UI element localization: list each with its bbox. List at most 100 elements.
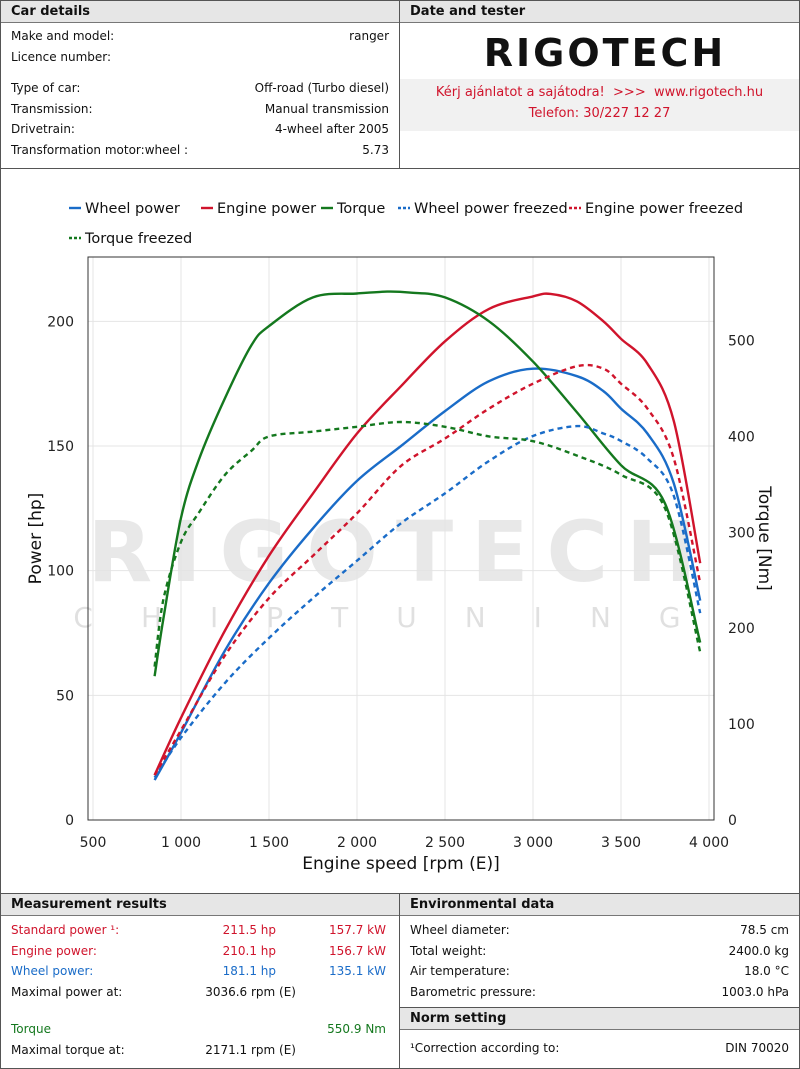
environment-panel: Environmental data Wheel diameter: 78.5 c…: [399, 893, 800, 1008]
measure-label: Engine power:: [11, 943, 97, 958]
car-value: Manual transmission: [264, 101, 389, 116]
car-value: Off-road (Turbo diesel): [254, 81, 389, 95]
rigotech-logo: RIGOTECH: [470, 31, 740, 75]
x-tick-label: 3 000: [513, 835, 553, 851]
y2-tick-label: 500: [728, 334, 755, 350]
y2-axis-label: Torque [Nm]: [754, 485, 774, 591]
env-value: 2400.0 kg: [728, 943, 789, 958]
y-tick-label: 150: [47, 439, 74, 455]
car-label: Drivetrain:: [11, 122, 75, 136]
y2-tick-label: 100: [728, 717, 755, 733]
car-label: Licence number:: [11, 49, 112, 64]
measure-kw: 135.1 kW: [329, 964, 386, 979]
logo-text: RIGOTECH: [484, 31, 726, 71]
y-tick-label: 0: [65, 813, 74, 829]
measure-kw: 157.7 kW: [329, 923, 386, 937]
car-value: 4-wheel after 2005: [274, 122, 389, 136]
car-row-make: Make and model: ranger: [1, 26, 399, 47]
car-details-header: Car details: [1, 1, 399, 23]
x-tick-label: 500: [80, 835, 107, 851]
env-value: 78.5 cm: [740, 923, 789, 937]
car-row-type: Type of car: Off-road (Turbo diesel): [1, 78, 399, 99]
y-tick-label: 100: [47, 564, 74, 580]
env-label: Total weight:: [410, 943, 487, 958]
measure-row-engine: Engine power: 210.1 hp 156.7 kW: [1, 941, 399, 962]
y2-tick-label: 300: [728, 525, 755, 541]
promo-line: Kérj ajánlatot a sajátodra! >>> www.rigo…: [435, 85, 764, 100]
env-label: Wheel diameter:: [410, 923, 510, 937]
env-label: Barometric pressure:: [410, 984, 536, 999]
x-axis-label: Engine speed [rpm (E)]: [302, 854, 499, 874]
measurement-header: Measurement results: [1, 894, 399, 916]
norm-value: DIN 70020: [725, 1041, 789, 1055]
env-row-wheel-diameter: Wheel diameter: 78.5 cm: [400, 920, 799, 941]
legend-label: Wheel power: [85, 201, 180, 217]
promo-band: Kérj ajánlatot a sajátodra! >>> www.rigo…: [400, 79, 799, 131]
measure-kw: 156.7 kW: [329, 943, 386, 958]
measure-row-max-power: Maximal power at: 3036.6 rpm (E): [1, 982, 399, 1003]
car-label: Make and model:: [11, 29, 115, 43]
x-tick-label: 2 000: [337, 835, 377, 851]
measure-hp: 210.1 hp: [222, 943, 276, 958]
measure-row-max-torque: Maximal torque at: 2171.1 rpm (E): [1, 1040, 399, 1061]
series-line-engine-power: [153, 292, 702, 776]
legend-label: Torque freezed: [84, 231, 192, 247]
tester-header: Date and tester: [400, 1, 799, 23]
watermark-text: RIGOTECH: [88, 503, 715, 601]
env-label: Air temperature:: [410, 964, 510, 978]
legend-label: Engine power freezed: [585, 201, 743, 217]
measure-row-torque: Torque 550.9 Nm: [1, 1019, 399, 1040]
series-line-wheel-power: [153, 367, 702, 781]
tester-panel: Date and tester RIGOTECH Kérj ajánlatot …: [399, 0, 800, 169]
x-tick-label: 3 500: [601, 835, 641, 851]
chart-panel: RIGOTECH CHIPTUNING 500 1 000 1 500 2 000 2 50…: [0, 168, 800, 894]
measure-hp: 181.1 hp: [222, 964, 276, 979]
norm-label: ¹Correction according to:: [410, 1041, 560, 1055]
x-tick-label: 1 000: [161, 835, 201, 851]
norm-panel: Norm setting ¹Correction according to: DI…: [399, 1007, 800, 1069]
y2-tick-label: 200: [728, 621, 755, 637]
car-row-ratio: Transformation motor:wheel : 5.73: [1, 140, 399, 161]
series-line-wheel-power-freezed: [153, 424, 702, 779]
x-tick-label: 1 500: [249, 835, 289, 851]
y2-tick-label: 0: [728, 813, 737, 829]
env-row-weight: Total weight: 2400.0 kg: [400, 941, 799, 962]
legend-label: Engine power: [217, 201, 316, 217]
x-tick-label: 4 000: [689, 835, 729, 851]
legend-label: Torque: [336, 201, 385, 217]
norm-header: Norm setting: [400, 1008, 799, 1030]
y-axis-label: Power [hp]: [26, 493, 46, 585]
measure-hp: 211.5 hp: [222, 923, 276, 937]
car-label: Transmission:: [11, 101, 93, 116]
measure-label: Wheel power:: [11, 964, 94, 979]
car-value: ranger: [349, 29, 389, 43]
watermark-subtext: CHIPTUNING: [73, 601, 728, 634]
norm-row: ¹Correction according to: DIN 70020: [400, 1038, 799, 1059]
car-details-panel: Car details Make and model: ranger Licenc…: [0, 0, 400, 169]
torque-value: 550.9 Nm: [327, 1022, 386, 1037]
legend-label: Wheel power freezed: [414, 201, 568, 217]
measure-rpm: 3036.6 rpm (E): [205, 984, 296, 999]
max-torque-label: Maximal torque at:: [11, 1042, 125, 1057]
plot-frame: [87, 256, 715, 821]
torque-label: Torque: [11, 1022, 51, 1037]
measure-label: Standard power ¹:: [11, 923, 120, 937]
measure-row-standard: Standard power ¹: 211.5 hp 157.7 kW: [1, 920, 399, 941]
phone-line: Telefon: 30/227 12 27: [528, 106, 671, 121]
car-label: Transformation motor:wheel :: [11, 142, 189, 157]
car-row-drivetrain: Drivetrain: 4-wheel after 2005: [1, 119, 399, 140]
car-row-licence: Licence number:: [1, 47, 399, 68]
measurement-panel: Measurement results Standard power ¹: 211…: [0, 893, 400, 1069]
car-value: 5.73: [362, 142, 389, 157]
series-line-torque-freezed: [153, 420, 702, 667]
y2-tick-label: 400: [728, 429, 755, 445]
max-torque-value: 2171.1 rpm (E): [205, 1042, 296, 1057]
env-row-pressure: Barometric pressure: 1003.0 hPa: [400, 982, 799, 1003]
rigotech-logo-svg: RIGOTECH: [484, 31, 726, 75]
env-value: 1003.0 hPa: [721, 984, 789, 999]
y-tick-label: 200: [47, 314, 74, 330]
measure-label: Maximal power at:: [11, 984, 123, 999]
env-value: 18.0 °C: [744, 964, 789, 978]
x-tick-label: 2 500: [425, 835, 465, 851]
